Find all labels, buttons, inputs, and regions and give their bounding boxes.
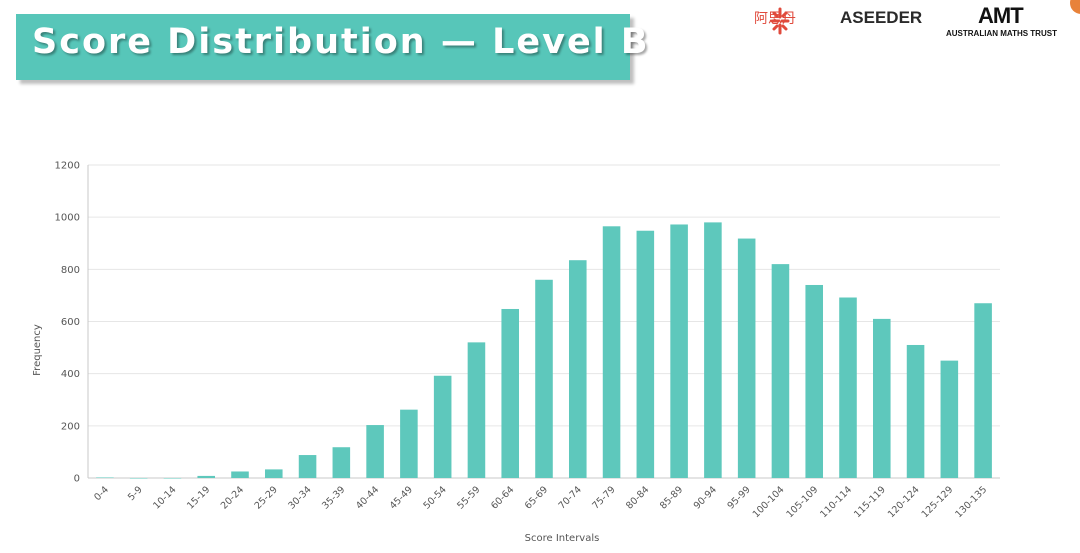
x-tick-label: 80-84 [624,484,651,511]
x-tick-label: 130-135 [953,484,989,520]
x-tick-label: 20-24 [219,484,246,511]
bar-80-84 [636,230,655,478]
x-tick-label: 5-9 [126,484,145,503]
y-axis-label: Frequency [32,324,43,376]
bar-30-34 [298,455,317,478]
y-tick-label: 1200 [55,161,80,172]
x-tick-label: 105-109 [784,484,820,520]
bar-120-124 [906,344,925,478]
bar-85-89 [670,224,688,478]
bar-115-119 [872,318,891,478]
x-tick-labels: 0-4 5-9 10-14 15-19 20-24 25-29 30-34 35-39 40-4… [92,484,989,520]
y-tick-label: 0 [74,474,80,485]
x-tick-label: 40-44 [354,484,381,511]
bar-95-99 [737,238,756,478]
bar-90-94 [704,222,722,478]
x-tick-label: 45-49 [388,484,415,511]
bar-15-19 [197,475,216,478]
x-axis-label: Score Intervals [525,533,600,544]
bar-75-79 [602,226,621,478]
x-tick-label: 65-69 [523,484,550,511]
y-tick-label: 200 [61,421,80,432]
x-tick-label: 60-64 [489,484,516,511]
bar-35-39 [332,447,351,478]
x-tick-label: 100-104 [751,484,787,520]
y-tick-labels: 0 200 400 600 800 1000 1200 [55,161,80,485]
bar-105-109 [805,284,824,478]
x-tick-label: 55-59 [455,484,482,511]
bar-60-64 [501,308,520,478]
bar-45-49 [400,409,418,478]
bars [96,222,992,479]
x-tick-label: 10-14 [151,484,178,511]
bar-100-104 [771,264,790,478]
slide-title: Score Distribution — Level B [32,22,650,62]
title-banner: Score Distribution — Level B [16,14,648,80]
bar-10-14 [163,478,182,479]
x-tick-label: 50-54 [421,484,448,511]
bar-0-4 [96,477,114,478]
x-tick-label: 70-74 [557,484,584,511]
aseeder-logo: ASEEDER [840,8,923,27]
x-tick-label: 90-94 [692,484,719,511]
bar-40-44 [366,425,384,478]
x-tick-label: 120-124 [886,484,922,520]
x-tick-label: 125-129 [920,484,956,520]
corner-decoration [1070,0,1080,14]
x-tick-label: 25-29 [253,484,280,511]
asdan-logo-icon [770,7,790,35]
y-tick-label: 400 [61,369,80,380]
bar-25-29 [264,469,283,478]
bar-50-54 [433,375,452,478]
y-tick-label: 600 [61,317,80,328]
bar-65-69 [535,279,553,478]
y-tick-label: 800 [61,265,80,276]
x-tick-label: 75-79 [590,484,617,511]
bar-55-59 [467,342,486,478]
bar-20-24 [231,471,249,478]
x-tick-label: 0-4 [92,484,111,503]
bar-5-9 [129,478,148,479]
y-tick-label: 1000 [55,213,80,224]
x-tick-label: 95-99 [725,484,752,511]
bar-70-74 [568,260,587,478]
x-tick-label: 110-114 [818,484,854,520]
amt-logo-mark: AMT [978,3,1024,28]
x-tick-label: 30-34 [286,484,313,511]
bar-125-129 [940,360,959,478]
x-tick-label: 15-19 [185,484,212,511]
x-tick-label: 85-89 [658,484,685,511]
asdan-logo-text: 阿思丹 [754,11,796,27]
x-tick-label: 115-119 [852,484,888,520]
x-tick-label: 35-39 [320,484,347,511]
amt-logo-subtitle: AUSTRALIAN MATHS TRUST [946,29,1057,38]
bar-110-114 [839,297,857,478]
bar-130-135 [974,303,992,478]
